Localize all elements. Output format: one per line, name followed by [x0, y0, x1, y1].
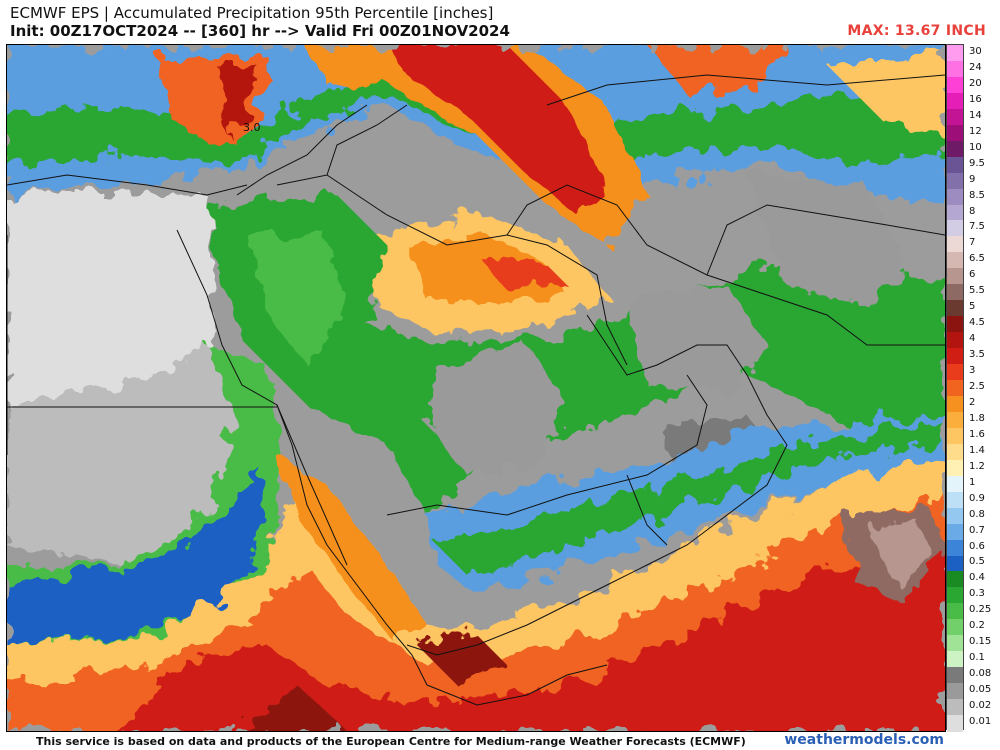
- colorbar-tick-label: 20: [969, 77, 982, 89]
- colorbar-tick-label: 0.9: [969, 492, 985, 504]
- colorbar-tick-label: 9.5: [969, 157, 985, 169]
- colorbar-tick-label: 10: [969, 141, 982, 153]
- colorbar-swatch: [947, 603, 963, 620]
- colorbar-tick-label: 0.01: [969, 716, 992, 728]
- country-borders: [7, 74, 945, 706]
- colorbar-swatch: [947, 380, 963, 397]
- colorbar-tick-label: 14: [969, 109, 982, 121]
- colorbar-tick-label: 0.7: [969, 524, 985, 536]
- colorbar-swatch: [947, 124, 963, 142]
- colorbar-swatch: [947, 156, 963, 174]
- colorbar-swatch: [947, 60, 963, 78]
- colorbar-swatch: [947, 539, 963, 557]
- colorbar-swatch: [947, 443, 963, 461]
- colorbar-swatch: [947, 699, 963, 716]
- colorbar-tick-label: 0.2: [969, 620, 985, 632]
- init-valid-subtitle: Init: 00Z17OCT2024 -- [360] hr --> Valid…: [10, 22, 510, 40]
- colorbar-swatch: [947, 108, 963, 126]
- colorbar-swatch: [947, 204, 963, 222]
- colorbar-swatch: [947, 284, 963, 301]
- precipitation-map[interactable]: 3.0: [6, 44, 946, 732]
- colorbar-swatch: [947, 252, 963, 269]
- colorbar-swatch: [947, 76, 963, 94]
- colorbar-swatch: [947, 523, 963, 541]
- colorbar-swatch: [947, 475, 963, 493]
- colorbar-tick-label: 8.5: [969, 189, 985, 201]
- colorbar-swatch: [947, 555, 963, 573]
- colorbar-swatch: [947, 619, 963, 636]
- colorbar-swatch: [947, 172, 963, 190]
- colorbar: [946, 44, 964, 732]
- colorbar-tick-label: 12: [969, 125, 982, 137]
- colorbar-tick-label: 1.2: [969, 460, 985, 472]
- colorbar-swatch: [947, 587, 963, 604]
- map-canvas: 3.0: [7, 45, 945, 731]
- colorbar-swatch: [947, 332, 963, 349]
- colorbar-tick-label: 3: [969, 365, 976, 377]
- colorbar-tick-label: 0.08: [969, 668, 992, 680]
- colorbar-swatch: [947, 395, 963, 413]
- colorbar-swatch: [947, 571, 963, 588]
- colorbar-swatch: [947, 92, 963, 110]
- colorbar-swatch: [947, 715, 963, 732]
- chart-title: ECMWF EPS | Accumulated Precipitation 95…: [10, 4, 494, 22]
- colorbar-swatch: [947, 491, 963, 509]
- colorbar-swatch: [947, 268, 963, 285]
- colorbar-swatch: [947, 651, 963, 668]
- colorbar-tick-label: 4.5: [969, 317, 985, 329]
- colorbar-swatch: [947, 411, 963, 429]
- colorbar-tick-label: 0.25: [969, 604, 992, 616]
- colorbar-tick-label: 6: [969, 269, 976, 281]
- brand-link[interactable]: weathermodels.com: [784, 732, 944, 748]
- colorbar-tick-label: 0.3: [969, 588, 985, 600]
- colorbar-tick-label: 2.5: [969, 381, 985, 392]
- colorbar-tick-label: 3.5: [969, 349, 985, 361]
- colorbar-tick-label: 4: [969, 333, 976, 345]
- colorbar-tick-label: 5.5: [969, 285, 985, 297]
- colorbar-tick-label: 0.02: [969, 700, 992, 712]
- max-value-label: MAX: 13.67 INCH: [847, 23, 986, 39]
- colorbar-swatch: [947, 683, 963, 700]
- colorbar-swatch: [947, 140, 963, 158]
- colorbar-tick-label: 9: [969, 173, 976, 185]
- colorbar-swatch: [947, 667, 963, 684]
- colorbar-swatch: [947, 427, 963, 445]
- colorbar-swatch: [947, 220, 963, 238]
- colorbar-tick-label: 7.5: [969, 221, 985, 233]
- colorbar-tick-label: 30: [969, 45, 982, 57]
- colorbar-tick-label: 1: [969, 476, 976, 488]
- colorbar-tick-label: 16: [969, 93, 982, 105]
- colorbar-swatch: [947, 364, 963, 381]
- colorbar-swatch: [947, 45, 963, 62]
- colorbar-swatch: [947, 459, 963, 477]
- colorbar-swatch: [947, 188, 963, 206]
- colorbar-tick-label: 24: [969, 61, 982, 73]
- colorbar-swatch: [947, 300, 963, 317]
- colorbar-swatch: [947, 348, 963, 365]
- colorbar-tick-label: 8: [969, 205, 976, 217]
- colorbar-tick-label: 0.8: [969, 508, 985, 520]
- colorbar-swatch: [947, 316, 963, 333]
- colorbar-tick-label: 0.6: [969, 540, 985, 552]
- colorbar-tick-label: 7: [969, 237, 976, 249]
- colorbar-tick-label: 2: [969, 396, 976, 408]
- colorbar-tick-label: 0.05: [969, 684, 992, 696]
- attribution-text: This service is based on data and produc…: [36, 735, 746, 748]
- colorbar-tick-label: 0.15: [969, 636, 992, 648]
- colorbar-tick-label: 1.8: [969, 412, 985, 424]
- colorbar-swatch: [947, 635, 963, 652]
- colorbar-tick-label: 0.1: [969, 652, 985, 664]
- point-value-label: 3.0: [243, 121, 261, 134]
- colorbar-tick-label: 1.6: [969, 428, 985, 440]
- colorbar-tick-label: 5: [969, 301, 976, 313]
- colorbar-swatch: [947, 507, 963, 525]
- colorbar-swatch: [947, 236, 963, 253]
- colorbar-tick-label: 0.4: [969, 572, 985, 584]
- colorbar-tick-label: 0.5: [969, 556, 985, 568]
- colorbar-tick-label: 6.5: [969, 253, 985, 265]
- colorbar-tick-label: 1.4: [969, 444, 985, 456]
